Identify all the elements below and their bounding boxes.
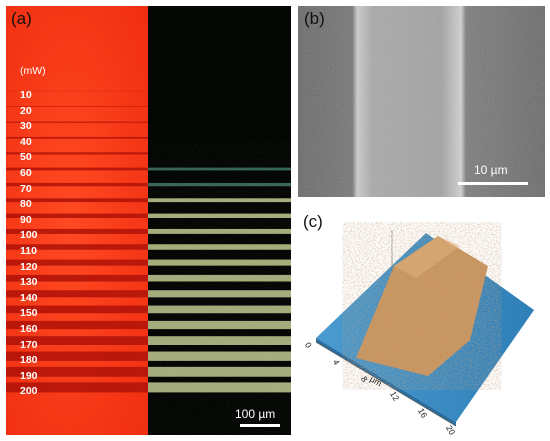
power-label: 190: [20, 369, 38, 382]
panel-b-label: (b): [304, 9, 325, 28]
power-label: 30: [20, 120, 32, 133]
power-unit-label: (mW): [20, 65, 46, 77]
power-label: 80: [20, 198, 32, 211]
optical-line: [6, 213, 148, 218]
power-label: 140: [20, 291, 38, 304]
optical-line: [6, 259, 148, 266]
optical-line: [6, 382, 148, 393]
panel-a-image: [6, 6, 291, 435]
optical-line: [6, 244, 148, 250]
scale-bar-b: [458, 182, 528, 185]
optical-line: [6, 305, 148, 314]
power-label: 40: [20, 135, 32, 148]
optical-line: [6, 136, 148, 139]
optical-line: [6, 336, 148, 345]
optical-line: [6, 152, 148, 155]
power-label: 180: [20, 354, 38, 367]
optical-line: [6, 198, 148, 203]
panel-a-label: (a): [11, 9, 32, 28]
power-label: 50: [20, 151, 32, 164]
optical-line: [6, 121, 148, 123]
optical-line: [6, 228, 148, 234]
optical-line: [6, 366, 148, 377]
panel-c: (c) 0 4 8 12 16 20 µm: [298, 200, 550, 441]
optical-line: [6, 167, 148, 171]
power-label: 20: [20, 104, 32, 117]
power-label: 200: [20, 385, 38, 398]
optical-line: [6, 182, 148, 187]
optical-line: [6, 106, 148, 107]
optical-line: [6, 274, 148, 282]
power-label: 110: [20, 245, 37, 257]
panel-a: (a) (mW) 10 20 30 40 50 60 70 80 90 100 110 120 130 1…: [6, 6, 291, 435]
power-label: 10: [20, 89, 32, 101]
power-label: 60: [20, 167, 32, 179]
optical-line: [6, 290, 148, 298]
power-label: 100: [20, 229, 38, 242]
panel-c-label: (c): [303, 212, 323, 231]
scale-bar-a: [240, 424, 280, 427]
scale-bar-b-label: 10 µm: [474, 163, 508, 177]
power-label: 160: [20, 323, 38, 335]
power-label: 90: [20, 213, 32, 226]
power-label: 130: [20, 276, 38, 289]
power-label: 150: [20, 307, 38, 320]
power-label: 70: [20, 182, 32, 195]
optical-line: [6, 351, 148, 361]
panel-b-image: [298, 6, 545, 197]
panel-c-image: [315, 230, 534, 427]
optical-line: [6, 320, 148, 330]
power-label: 120: [20, 260, 38, 273]
scale-bar-a-label: 100 µm: [235, 407, 276, 421]
panel-b: (b) 10 µm: [298, 6, 545, 197]
power-label: 170: [20, 338, 38, 351]
optical-line: [6, 90, 148, 92]
